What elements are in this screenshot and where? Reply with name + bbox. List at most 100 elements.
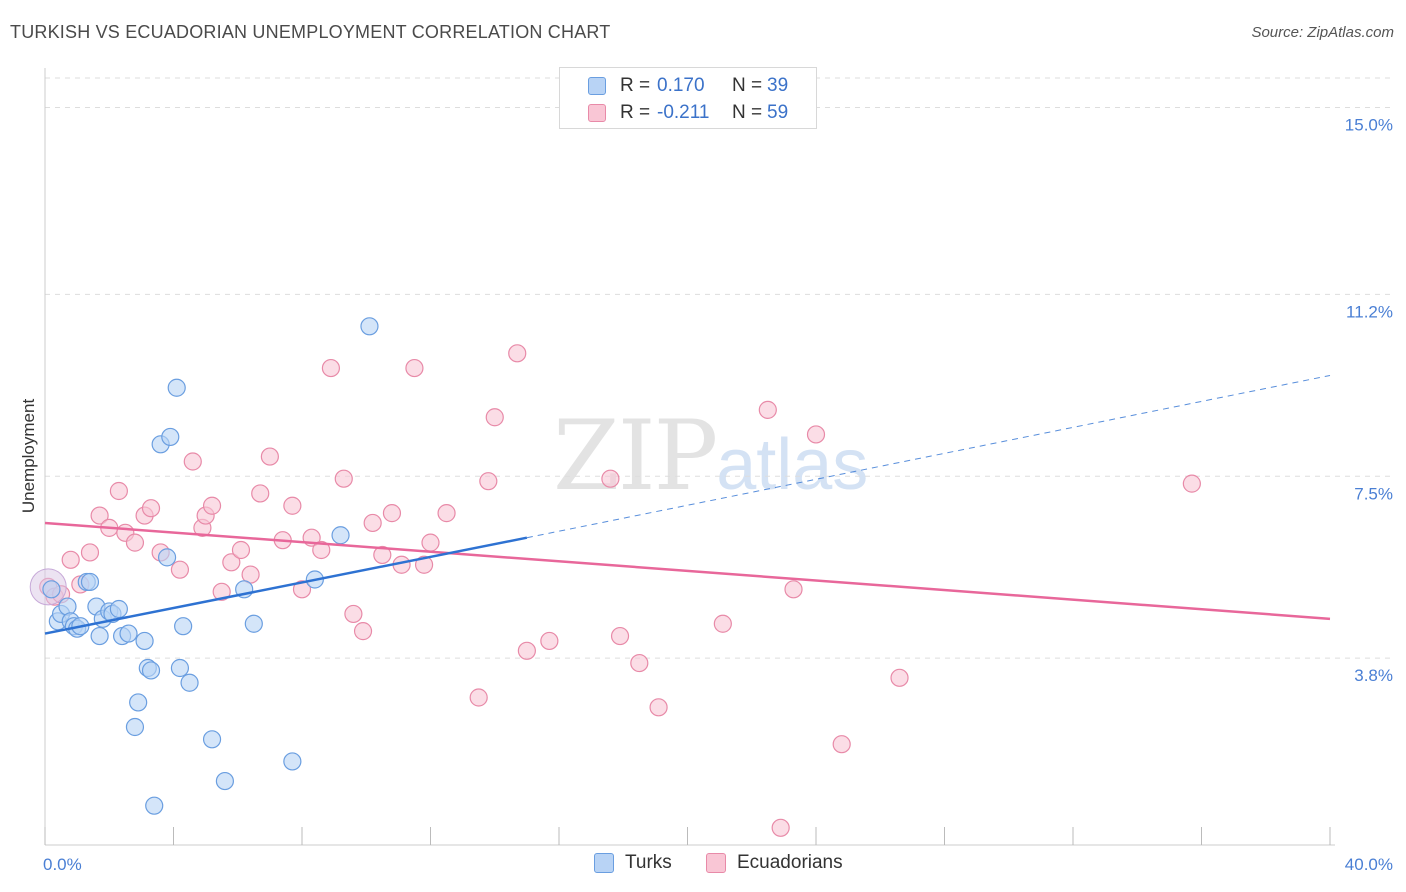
turks-trend-extension: [526, 374, 1331, 539]
ecuadorians-point: [437, 504, 456, 523]
turks-point: [141, 661, 161, 680]
turks-point: [244, 614, 263, 633]
axes: [44, 68, 1335, 846]
ecuadorians-point: [890, 668, 909, 687]
turks-point: [109, 599, 128, 619]
n-label: N =: [732, 102, 763, 123]
x-tick-label: 0.0%: [43, 855, 82, 874]
ecuadorians-point: [321, 358, 341, 378]
ecuadorians-point: [80, 543, 100, 562]
turks-swatch: [588, 77, 606, 95]
turks-trend-line: [44, 536, 528, 635]
ecuadorians-point: [170, 560, 190, 579]
y-axis-label: Unemployment: [19, 399, 38, 514]
turks-point: [180, 673, 199, 692]
trend-lines: [44, 374, 1331, 635]
ecuadorians-point: [222, 553, 241, 572]
y-tick-label: 3.8%: [1354, 666, 1393, 685]
ecuadorians-point: [405, 358, 424, 378]
turks-point: [58, 597, 77, 616]
turks-point: [174, 617, 193, 636]
y-tick-label: 11.2%: [1346, 302, 1393, 321]
ecuadorians-point: [292, 580, 312, 599]
legend-label: Ecuadorians: [737, 852, 843, 873]
n-value: 39: [767, 75, 789, 96]
turks-points: [42, 317, 379, 815]
ecuadorians-point: [212, 582, 231, 601]
correlation-legend: R = 0.170 N = 39 R = -0.211 N = 59: [559, 67, 817, 129]
ecuadorians-trend-line: [44, 521, 1331, 621]
turks-point: [145, 796, 164, 815]
ecuadorians-point: [479, 472, 498, 491]
turks-swatch: [594, 853, 614, 873]
ecuadorians-point: [183, 452, 202, 471]
ecuadorians-point: [610, 626, 630, 646]
turks-point: [170, 658, 190, 678]
ecuadorians-point: [312, 540, 331, 560]
legend-label: Turks: [625, 852, 672, 873]
ecuadorians-point: [61, 550, 80, 569]
ecuadorians-point: [832, 735, 851, 754]
turks-point: [167, 378, 186, 397]
y-tick-label: 15.0%: [1345, 116, 1393, 135]
turks-point: [161, 427, 180, 447]
turks-point: [157, 548, 177, 567]
ecuadorians-point: [353, 622, 373, 641]
n-value: 59: [767, 102, 789, 123]
ecuadorians-point: [334, 469, 353, 488]
ecuadorians-point: [630, 653, 649, 673]
chart-source: Source: ZipAtlas.com: [1251, 24, 1394, 41]
turks-point: [80, 572, 100, 592]
ecuadorians-swatch: [588, 104, 606, 122]
watermark-zip: ZIP: [553, 400, 718, 512]
x-tick-labels: 0.0% 40.0%: [43, 855, 1393, 874]
ecuadorians-point: [601, 469, 620, 488]
turks-point: [119, 624, 138, 643]
turks-point: [215, 771, 234, 791]
ecuadorians-point: [231, 540, 251, 560]
ecuadorians-point: [517, 641, 536, 660]
ecuadorians-point: [251, 484, 270, 503]
ecuadorians-point: [540, 631, 559, 651]
ecuadorians-point: [758, 400, 777, 419]
ecuadorians-point: [414, 555, 434, 574]
ecuadorians-point: [109, 481, 128, 501]
ecuadorians-point: [508, 344, 527, 363]
ecuadorians-point: [363, 513, 382, 533]
turks-point: [331, 526, 350, 545]
turks-point: [42, 580, 61, 599]
ecuadorians-point: [784, 580, 803, 599]
turks-point: [125, 717, 145, 737]
turks-point: [135, 631, 154, 651]
turks-point: [202, 730, 222, 749]
zipatlas-watermark: ZIPatlas: [553, 400, 868, 512]
chart-title: TURKISH VS ECUADORIAN UNEMPLOYMENT CORRE…: [10, 22, 611, 42]
watermark-atlas: atlas: [716, 425, 869, 505]
series-legend: Turks Ecuadorians: [0, 852, 1406, 878]
ecuadorians-point: [283, 496, 302, 515]
ecuadorians-point: [382, 504, 402, 523]
turks-point: [360, 317, 379, 336]
ecuadorians-point: [649, 698, 668, 717]
turks-point: [129, 693, 148, 712]
ecuadorians-points: [29, 344, 1201, 837]
r-value: 0.170: [657, 75, 705, 96]
turks-point: [283, 752, 302, 771]
turks-point: [90, 626, 109, 646]
r-value: -0.211: [657, 102, 710, 123]
r-label: R =: [620, 75, 651, 96]
n-label: N =: [732, 75, 763, 96]
y-tick-labels: 3.8% 7.5% 11.2% 15.0%: [1345, 116, 1393, 686]
y-tick-label: 7.5%: [1354, 484, 1393, 503]
ecuadorians-point: [260, 447, 279, 466]
ecuadorians-point: [141, 499, 161, 518]
ecuadorians-point: [125, 533, 145, 552]
ecuadorians-point: [1182, 474, 1201, 493]
r-label: R =: [620, 102, 651, 123]
ecuadorians-point: [90, 506, 109, 525]
ecuadorians-point: [713, 614, 732, 633]
ecuadorians-point: [202, 496, 222, 515]
ecuadorians-swatch: [706, 853, 726, 873]
ecuadorians-point: [344, 604, 363, 624]
